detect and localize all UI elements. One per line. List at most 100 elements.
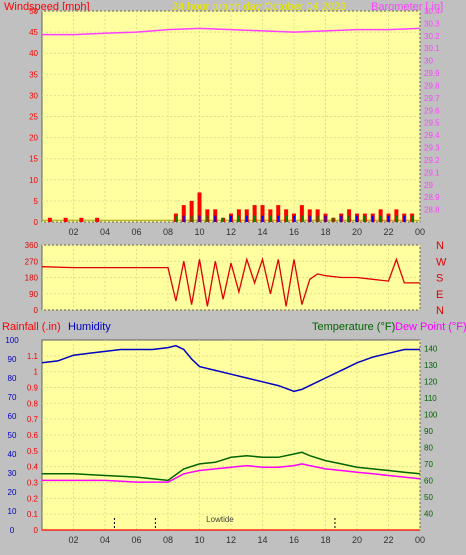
- baro-ytick-label: 29.6: [424, 106, 440, 115]
- windspeed-bar: [47, 217, 52, 222]
- lower-xtick-label: 10: [194, 535, 204, 545]
- wind-average-bar: [253, 215, 256, 222]
- lower-xtick-label: 00: [415, 535, 425, 545]
- baro-ytick-label: 29.5: [424, 119, 440, 128]
- baro-ytick-label: 30.4: [424, 7, 440, 16]
- compass-label: N: [436, 305, 444, 317]
- dewpoint-line: [42, 463, 421, 483]
- baro-ytick-label: 29.9: [424, 69, 440, 78]
- wind-average-bar: [332, 217, 335, 222]
- baro-axis-title: Barometer [ in]: [371, 1, 444, 13]
- wind-xtick-label: 02: [68, 227, 78, 237]
- wind-xtick-label: 06: [131, 227, 141, 237]
- humidity-ytick-label: 60: [8, 412, 17, 421]
- baro-ytick-label: 29.7: [424, 94, 440, 103]
- wind-average-bar: [174, 215, 177, 222]
- humidity-axis-title: Humidity: [68, 321, 111, 333]
- rain-ytick-label: 0.7: [27, 415, 39, 424]
- compass-label: W: [436, 256, 447, 268]
- windspeed-bar: [299, 205, 304, 222]
- direction-ytick-label: 360: [25, 241, 39, 250]
- wind-xtick-label: 14: [257, 227, 267, 237]
- baro-ytick-label: 29.4: [424, 131, 440, 140]
- rain-ytick-label: 1.1: [27, 352, 39, 361]
- wind-average-bar: [316, 215, 319, 222]
- rain-ytick-label: 1: [34, 368, 39, 377]
- wind-direction-line: [41, 257, 420, 307]
- windspeed-bar: [276, 205, 281, 222]
- temp-ytick-label: 60: [424, 476, 433, 485]
- humidity-ytick-label: 70: [8, 393, 17, 402]
- wind-average-bar: [411, 215, 414, 222]
- rain-ytick-label: 0: [34, 526, 39, 535]
- rain-ytick-label: 0.1: [27, 510, 39, 519]
- wind-average-bar: [308, 215, 311, 222]
- wind-ytick-label: 15: [29, 155, 38, 164]
- wind-xtick-label: 18: [320, 227, 330, 237]
- humidity-line: [41, 344, 420, 393]
- wind-ytick-label: 35: [29, 70, 38, 79]
- wind-average-bar: [182, 215, 185, 222]
- rain-ytick-label: 0.3: [27, 479, 39, 488]
- direction-ytick-label: 90: [29, 290, 38, 299]
- wind-average-bar: [214, 215, 217, 222]
- windspeed-bar: [252, 205, 257, 222]
- lower-xtick-label: 02: [68, 535, 78, 545]
- wind-average-bar: [356, 215, 358, 222]
- baro-ytick-label: 29.8: [424, 81, 440, 90]
- compass-label: S: [436, 273, 443, 285]
- wind-xtick-label: 12: [226, 227, 236, 237]
- temperature-line: [42, 451, 421, 482]
- wind-average-bar: [222, 217, 225, 222]
- windspeed-bar: [63, 217, 68, 222]
- lower-xtick-label: 04: [100, 535, 110, 545]
- baro-ytick-label: 30.3: [424, 19, 440, 28]
- lower-xtick-label: 06: [131, 535, 141, 545]
- direction-ytick-label: 180: [25, 274, 39, 283]
- wind-average-bar: [403, 215, 406, 222]
- wind-average-bar: [198, 215, 201, 222]
- windspeed-bar: [79, 217, 84, 222]
- wind-average-bar: [340, 215, 343, 222]
- wind-average-bar: [293, 215, 295, 222]
- wind-ytick-label: 45: [29, 28, 38, 37]
- wind-ytick-label: 0: [34, 218, 39, 227]
- humidity-ytick-label: 80: [8, 374, 17, 383]
- wind-average-bar: [261, 215, 264, 222]
- baro-ytick-label: 30: [424, 57, 433, 66]
- lower-xtick-label: 16: [289, 535, 299, 545]
- wind-ytick-label: 30: [29, 91, 38, 100]
- temperature-axis-title: Temperature (°F): [312, 321, 396, 333]
- wind-xtick-label: 16: [289, 227, 299, 237]
- wind-ytick-label: 5: [34, 197, 39, 206]
- wind-xtick-label: 22: [383, 227, 393, 237]
- humidity-ytick-label: 0: [10, 526, 15, 535]
- wind-average-bar: [324, 215, 327, 222]
- humidity-ytick-label: 20: [8, 488, 17, 497]
- humidity-ytick-label: 30: [8, 469, 17, 478]
- rain-axis-title: Rainfall (.in): [2, 321, 61, 333]
- lower-xtick-label: 08: [163, 535, 173, 545]
- temp-ytick-label: 100: [424, 410, 438, 419]
- windspeed-bar: [95, 217, 100, 222]
- wind-xtick-label: 04: [100, 227, 110, 237]
- temp-ytick-label: 80: [424, 443, 433, 452]
- direction-ytick-label: 0: [34, 306, 39, 315]
- compass-label: E: [436, 289, 443, 301]
- baro-ytick-label: 29.2: [424, 156, 440, 165]
- direction-ytick-label: 270: [25, 257, 39, 266]
- windspeed-bar: [197, 192, 202, 222]
- rain-ytick-label: 0.4: [27, 463, 39, 472]
- rain-ytick-label: 0.2: [27, 494, 39, 503]
- temp-ytick-label: 40: [424, 509, 433, 518]
- windspeed-bar: [189, 200, 194, 222]
- wind-average-bar: [230, 215, 232, 222]
- lowtide-label: Lowtide: [206, 515, 234, 524]
- wind-average-bar: [387, 215, 390, 222]
- wind-ytick-label: 40: [29, 49, 38, 58]
- chart-title: 24 hour graph day October 04 2023: [172, 1, 347, 13]
- baro-ytick-label: 29.1: [424, 168, 440, 177]
- lower-xtick-label: 12: [226, 535, 236, 545]
- wind-average-bar: [269, 215, 272, 222]
